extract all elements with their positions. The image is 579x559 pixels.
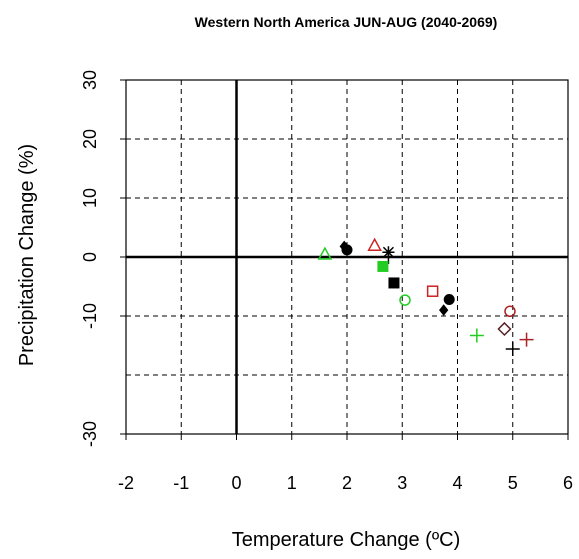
data-point bbox=[367, 237, 382, 251]
data-point bbox=[381, 250, 396, 264]
x-tick-label: 5 bbox=[508, 473, 518, 493]
y-tick-label: 0 bbox=[80, 252, 100, 262]
x-tick-label: -1 bbox=[173, 473, 189, 493]
y-tick-label: -10 bbox=[80, 303, 100, 329]
y-axis-label: Precipitation Change (%) bbox=[16, 144, 38, 366]
x-tick-label: 3 bbox=[397, 473, 407, 493]
x-tick-label: 6 bbox=[563, 473, 573, 493]
data-point bbox=[426, 285, 439, 297]
data-point bbox=[341, 244, 353, 256]
x-tick-label: -2 bbox=[118, 473, 134, 493]
x-tick-label: 4 bbox=[452, 473, 462, 493]
y-tick-label: 10 bbox=[80, 188, 100, 208]
chart-title: Western North America JUN-AUG (2040-2069… bbox=[195, 14, 498, 30]
data-point bbox=[388, 277, 400, 289]
data-point bbox=[505, 342, 520, 357]
data-points bbox=[317, 237, 534, 357]
x-tick-label: 1 bbox=[287, 473, 297, 493]
data-point bbox=[317, 246, 333, 260]
zero-lines bbox=[126, 80, 568, 434]
data-point bbox=[439, 304, 449, 316]
x-axis-label: Temperature Change (ºC) bbox=[232, 529, 461, 551]
y-tick-label: -30 bbox=[80, 421, 100, 447]
y-tick-label: 30 bbox=[80, 70, 100, 90]
x-tick-label: 0 bbox=[231, 473, 241, 493]
data-point bbox=[443, 293, 455, 305]
data-point bbox=[377, 260, 389, 272]
data-point bbox=[469, 328, 484, 343]
x-tick-label: 2 bbox=[342, 473, 352, 493]
data-point bbox=[504, 305, 516, 318]
data-point bbox=[519, 332, 534, 347]
data-point bbox=[399, 294, 411, 306]
data-point bbox=[497, 321, 512, 337]
y-tick-label: 20 bbox=[80, 129, 100, 149]
